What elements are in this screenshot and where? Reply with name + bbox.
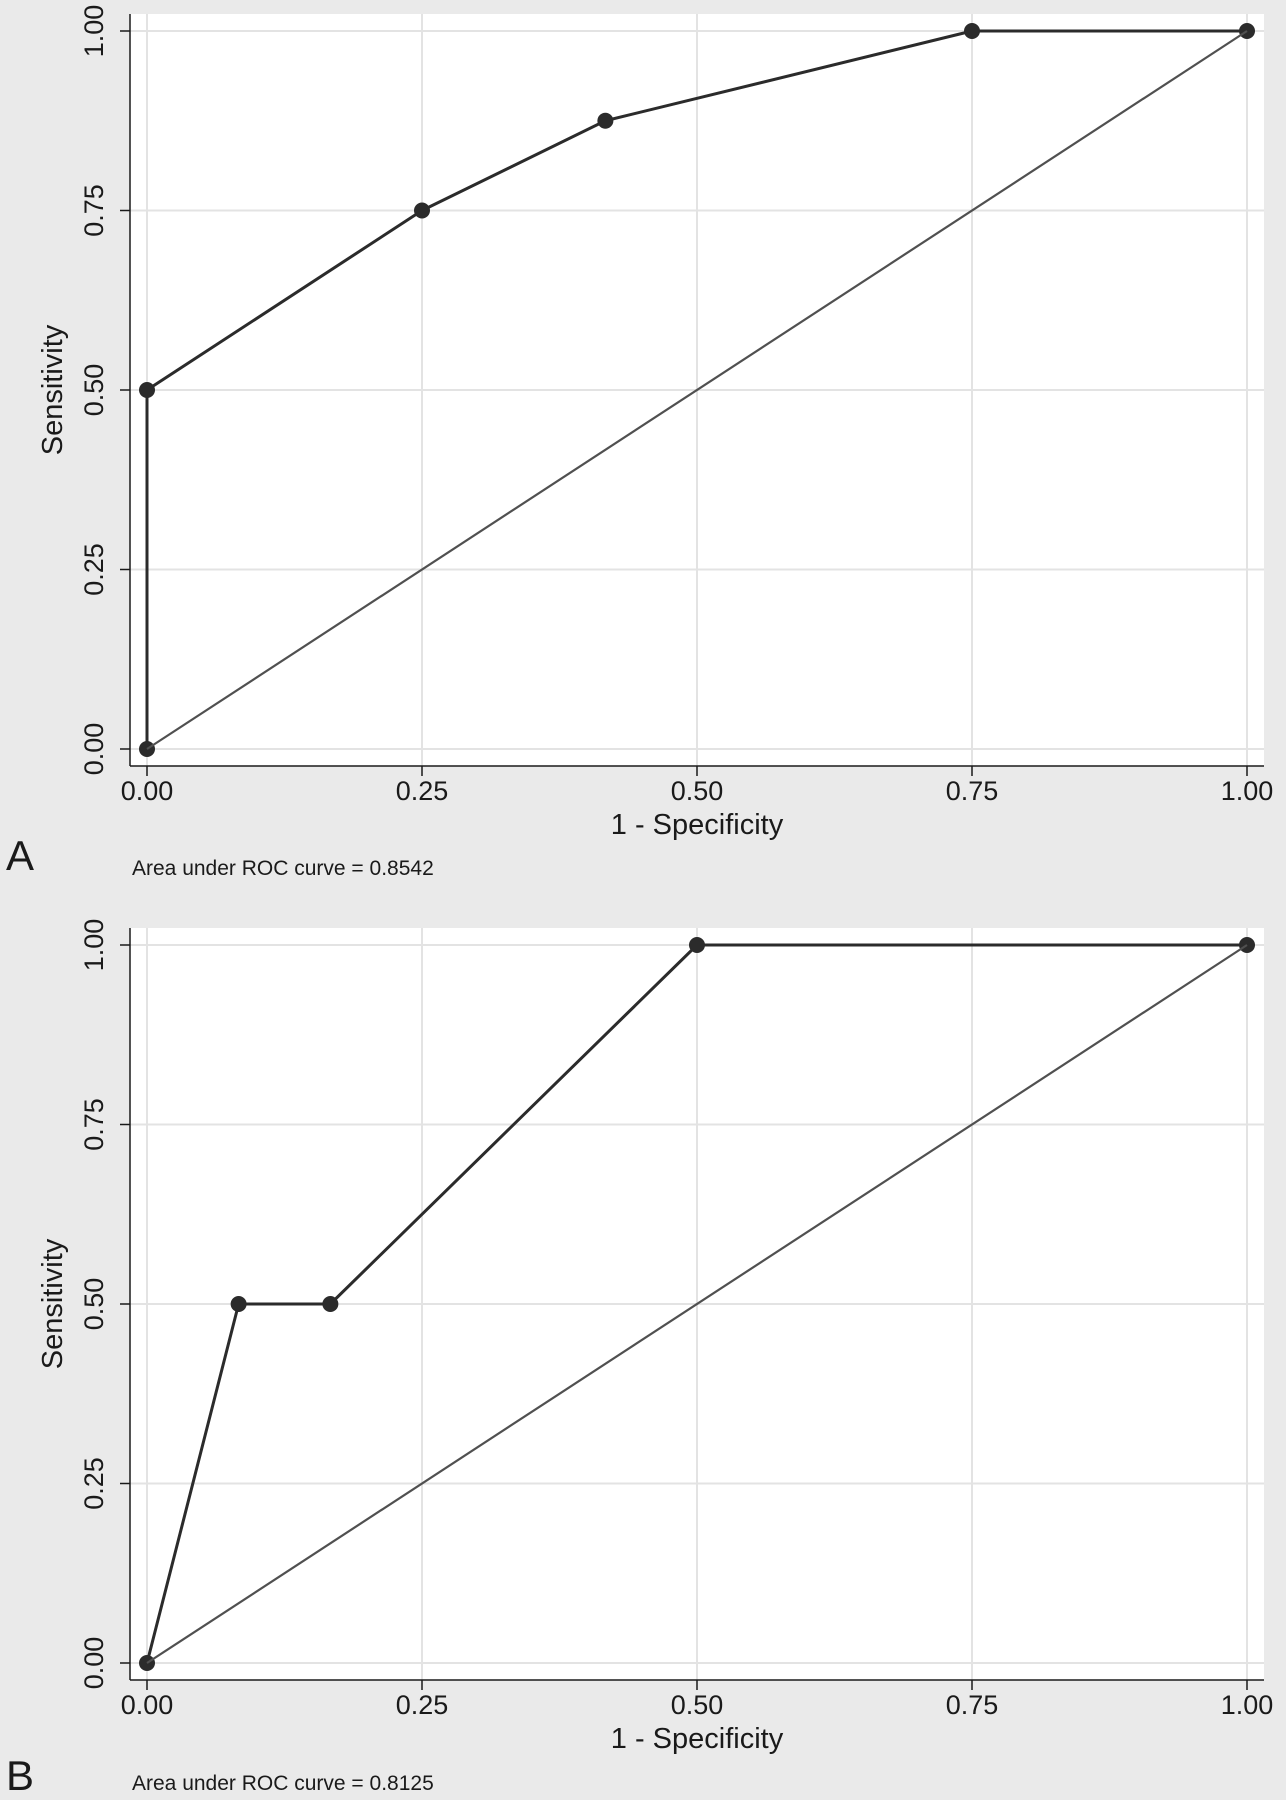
roc-panel-b: 0.00 0.25 0.50 0.75 1.00 0.00 0.25 0.50 0.75 1.00… <box>6 919 1273 1799</box>
roc-point <box>964 23 980 39</box>
x-tick-label: 1.00 <box>1221 776 1274 806</box>
y-tick-label: 0.75 <box>79 1098 109 1151</box>
y-tick-label: 0.25 <box>79 1457 109 1510</box>
roc-panel-a: 0.00 0.25 0.50 0.75 1.00 0.00 0.25 0.50 0.75 1.00… <box>6 5 1273 880</box>
x-tick-label: 0.00 <box>121 1690 174 1720</box>
reference-line <box>146 30 1248 750</box>
auc-note: Area under ROC curve = 0.8125 <box>132 1772 434 1795</box>
auc-note: Area under ROC curve = 0.8542 <box>132 857 434 880</box>
roc-point <box>597 112 614 129</box>
roc-point <box>689 937 705 953</box>
reference-line <box>146 944 1248 1664</box>
x-axis-title: 1 - Specificity <box>611 809 784 841</box>
x-tick-label: 0.75 <box>946 1690 999 1720</box>
roc-point <box>230 1296 247 1312</box>
y-tick-label: 0.50 <box>79 364 109 417</box>
x-tick-label: 0.50 <box>671 1690 724 1720</box>
roc-point <box>139 382 155 398</box>
y-tick-label: 1.00 <box>79 919 109 972</box>
x-tick-label: 0.25 <box>396 776 449 806</box>
y-axis-title: Sensitivity <box>37 1238 69 1369</box>
x-tick-label: 0.50 <box>671 776 724 806</box>
y-axis-title: Sensitivity <box>37 324 69 455</box>
roc-point <box>322 1296 339 1312</box>
roc-curve-line <box>145 29 1247 749</box>
x-axis-title: 1 - Specificity <box>611 1723 784 1755</box>
y-tick-label: 1.00 <box>79 5 109 58</box>
y-tick-label: 0.00 <box>79 1637 109 1690</box>
x-tick-label: 0.25 <box>396 1690 449 1720</box>
y-tick-label: 0.25 <box>79 543 109 596</box>
y-tick-label: 0.00 <box>79 723 109 776</box>
y-tick-label: 0.50 <box>79 1278 109 1331</box>
x-tick-label: 0.75 <box>946 776 999 806</box>
panel-label: A <box>6 832 34 879</box>
x-tick-label: 0.00 <box>121 776 174 806</box>
panel-label: B <box>6 1752 34 1799</box>
y-tick-label: 0.75 <box>79 184 109 237</box>
x-tick-label: 1.00 <box>1221 1690 1274 1720</box>
roc-point <box>414 202 430 219</box>
